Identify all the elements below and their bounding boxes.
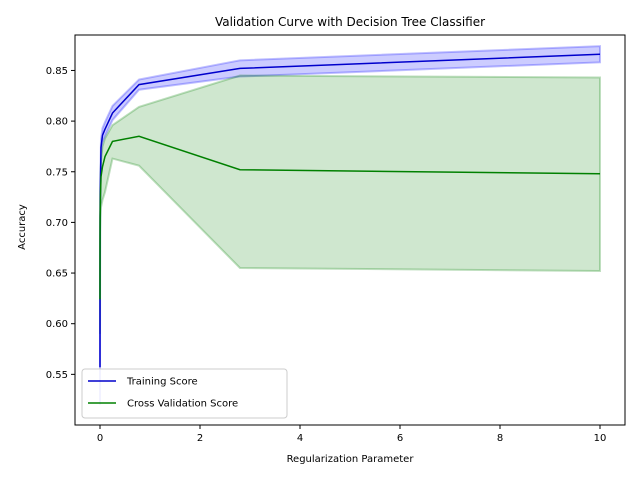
std-bands xyxy=(99,45,601,405)
x-tick-label: 2 xyxy=(197,433,203,444)
y-tick-label: 0.70 xyxy=(46,218,68,229)
y-tick-label: 0.85 xyxy=(46,66,68,77)
y-tick-label: 0.55 xyxy=(46,370,68,381)
y-tick-label: 0.60 xyxy=(46,319,68,330)
series-lines xyxy=(99,53,601,368)
y-axis-label: Accuracy xyxy=(17,204,28,250)
plot-frame xyxy=(74,34,626,426)
x-tick-label: 0 xyxy=(97,433,103,444)
legend-label-0: Training Score xyxy=(126,377,198,388)
legend-label-1: Cross Validation Score xyxy=(127,399,238,410)
x-tick-label: 6 xyxy=(397,433,403,444)
chart-title: Validation Curve with Decision Tree Clas… xyxy=(215,15,485,29)
y-tick-label: 0.80 xyxy=(46,117,68,128)
series-line-1 xyxy=(99,135,601,300)
std-band-1 xyxy=(99,74,601,334)
x-axis-ticks: 0 2 4 6 8 10 xyxy=(97,425,607,444)
legend-box xyxy=(81,368,288,419)
legend: Training Score Cross Validation Score xyxy=(81,368,288,419)
x-tick-label: 10 xyxy=(594,433,607,444)
y-tick-label: 0.75 xyxy=(46,167,68,178)
x-tick-label: 4 xyxy=(297,433,303,444)
y-axis-ticks: 0.55 0.60 0.65 0.70 0.75 0.80 0.85 xyxy=(46,66,75,381)
y-tick-label: 0.65 xyxy=(46,269,68,280)
x-axis-label: Regularization Parameter xyxy=(287,454,415,465)
x-tick-label: 8 xyxy=(497,433,503,444)
